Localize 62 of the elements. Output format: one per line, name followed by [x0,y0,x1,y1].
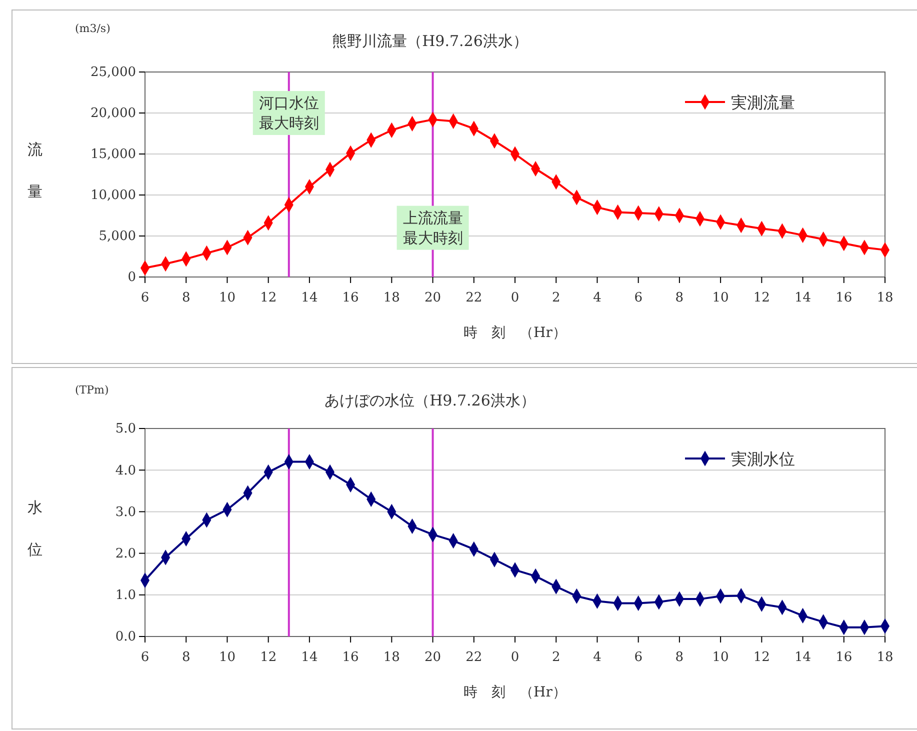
annotation: 上流流量最大時刻 [402,208,463,247]
x-tick-label: 6 [140,650,150,666]
x-tick-label: 0 [510,650,520,666]
y-tick-label: 0 [128,270,136,286]
chart-title: あけぼの水位（H9.7.26洪水） [324,392,536,410]
text: 水位 [28,498,42,558]
x-tick-label: 14 [794,650,812,666]
x-axis-title: 時 刻 （Hr） [464,684,566,700]
x-tick-label: 6 [634,650,642,666]
x-tick-label: 10 [712,290,729,306]
x-tick-label: 4 [593,290,602,306]
x-tick-label: 18 [876,650,894,666]
x-tick-label: 0 [510,290,520,306]
text: (m3/s) [75,22,110,35]
x-tick-label: 18 [383,290,400,306]
x-tick-label: 10 [218,290,236,306]
x-tick-label: 10 [218,650,236,666]
y-tick-label: 25,000 [90,65,136,80]
x-tick-label: 12 [260,650,277,666]
x-tick-label: 14 [301,290,318,306]
x-tick-label: 14 [301,650,318,666]
x-tick-label: 16 [342,650,359,666]
x-tick-label: 16 [342,290,359,306]
x-tick-label: 22 [466,290,482,306]
y-tick-label: 20,000 [90,106,136,122]
x-tick-label: 22 [466,650,482,666]
x-tick-label: 6 [140,290,150,306]
x-tick-label: 8 [182,650,190,666]
x-tick-label: 6 [634,290,642,306]
x-tick-label: 18 [383,650,400,666]
chart-title: 熊野川流量（H9.7.26洪水） [332,32,528,50]
x-tick-label: 20 [424,290,442,306]
y-tick-label: 3.0 [115,504,136,520]
x-tick-label: 2 [552,650,560,666]
x-tick-label: 16 [836,290,852,306]
x-tick-label: 12 [260,290,277,306]
x-tick-label: 12 [753,650,770,666]
x-tick-label: 8 [182,290,190,306]
text: (TPm) [75,384,109,396]
y-tick-label: 15,000 [90,147,136,162]
x-tick-label: 18 [876,290,894,306]
text: 流量 [28,140,42,200]
legend-label: 実測水位 [731,450,795,468]
x-tick-label: 4 [593,650,602,666]
x-tick-label: 8 [675,290,684,306]
annotation: 河口水位最大時刻 [258,94,319,132]
y-tick-label: 10,000 [90,188,136,204]
x-axis-title: 時 刻 （Hr） [464,325,566,341]
y-tick-label: 0.0 [115,630,136,645]
x-tick-label: 10 [712,650,729,666]
y-tick-label: 2.0 [115,546,136,562]
x-tick-label: 12 [753,290,770,306]
y-tick-label: 4.0 [115,463,136,478]
y-tick-label: 5,000 [98,229,136,244]
x-tick-label: 2 [552,290,560,306]
legend-label: 実測流量 [731,93,795,112]
x-tick-label: 20 [424,650,442,666]
x-tick-label: 14 [794,290,812,306]
x-tick-label: 16 [836,650,852,666]
x-tick-label: 8 [675,650,684,666]
y-tick-label: 5.0 [115,422,136,437]
y-tick-label: 1.0 [115,588,136,604]
